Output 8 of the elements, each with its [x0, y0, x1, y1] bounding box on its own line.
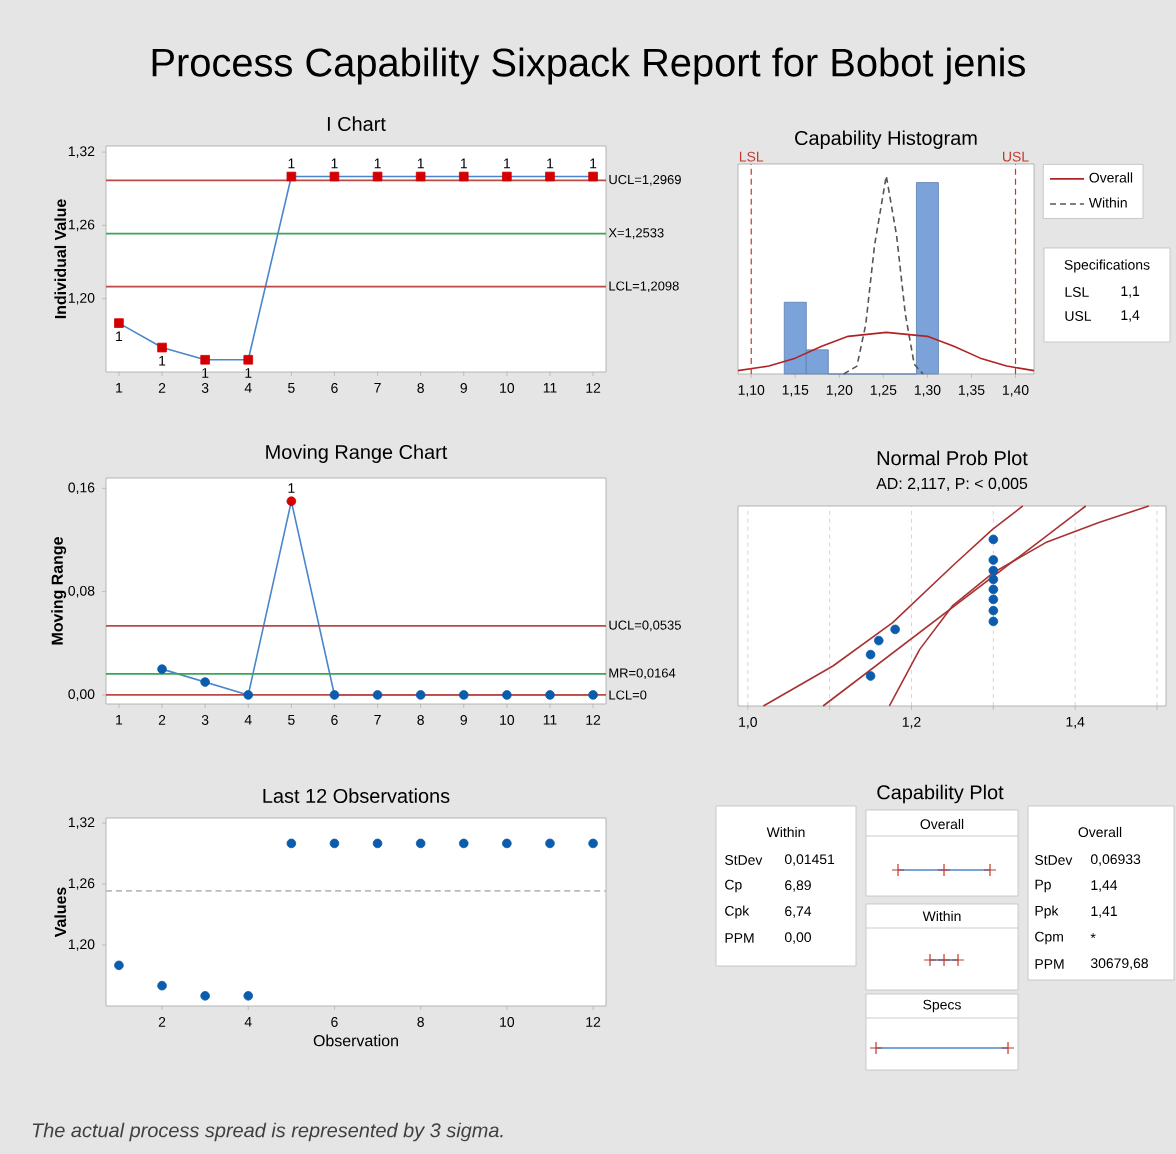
chart-title: Moving Range Chart: [266, 444, 448, 463]
chart-title: Normal Prob Plot: [877, 450, 1028, 466]
chart-title: Capability Histogram: [795, 130, 977, 149]
text: Process Capability Sixpack Report for Bobot jenis: [152, 47, 1025, 85]
chart-title: I Chart: [327, 116, 386, 131]
text: Capability Plot: [877, 784, 1004, 804]
chart-title: Last 12 Observations: [263, 788, 450, 803]
text: The actual process spread is represented by 3 sigma.: [32, 1122, 503, 1142]
